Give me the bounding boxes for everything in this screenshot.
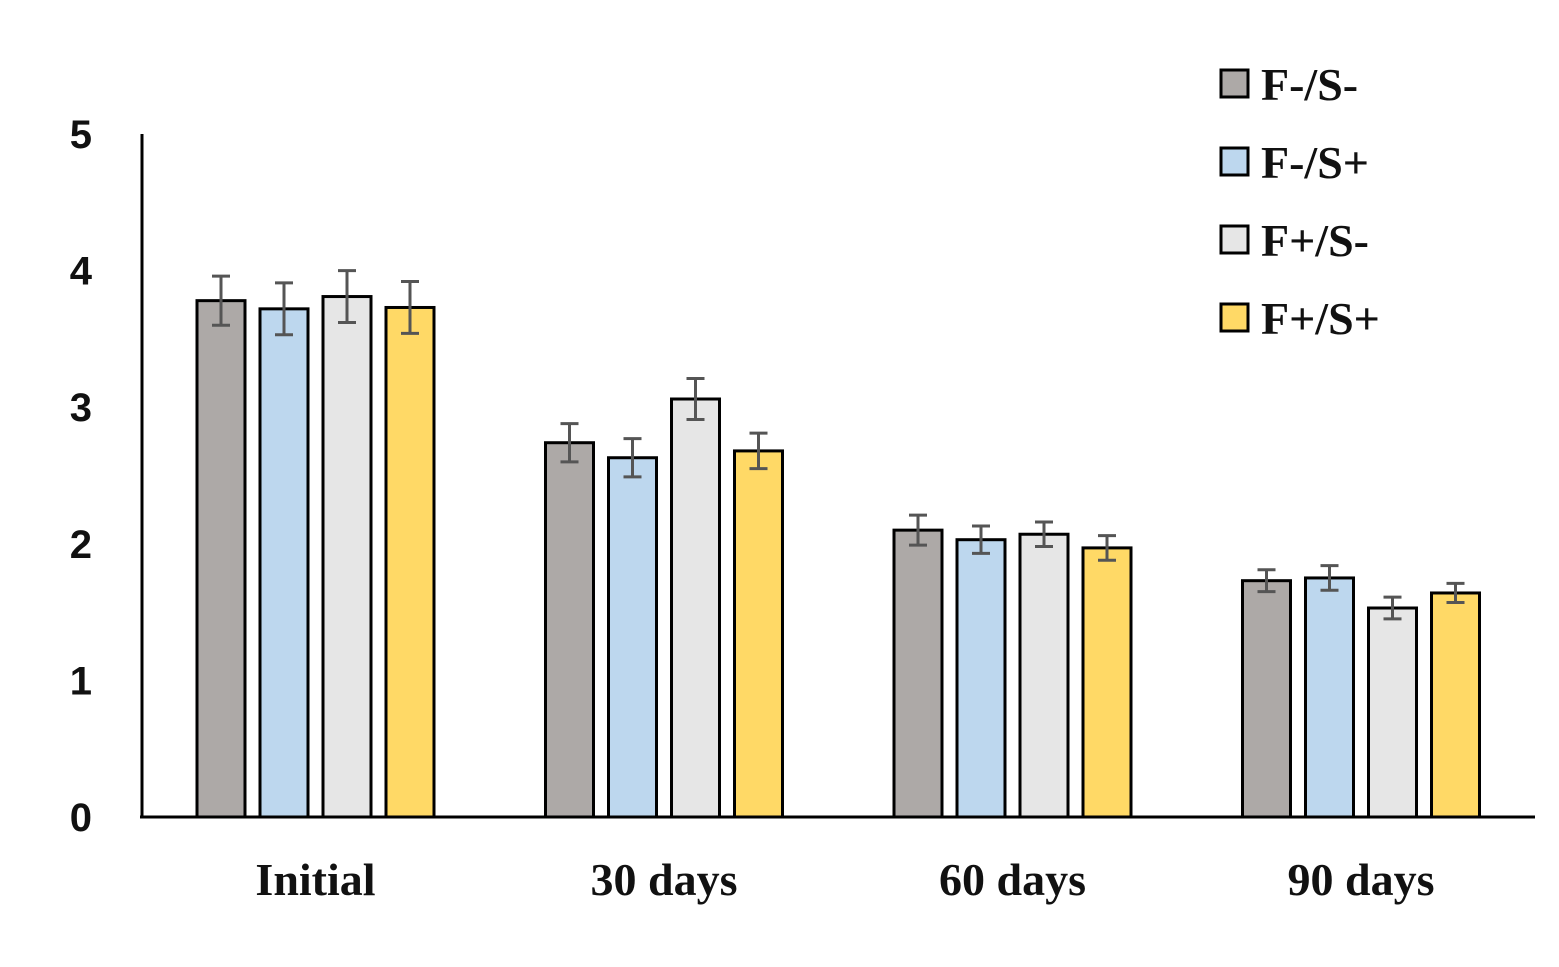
error-bar [212,274,230,327]
bar-fs-0 [321,295,373,819]
error-bar [1035,520,1053,549]
error-bar [972,524,990,555]
y-tick-label: 2 [70,523,92,567]
error-bar [749,431,768,471]
ticks-layer: 0 1 2 3 4 5 Initial 30 days 60 days 90 days [70,113,1435,905]
x-tick-label: 90 days [1288,854,1435,905]
bar-fs-3 [1304,576,1355,819]
legend-label: F-/S- [1261,59,1358,110]
error-bar [1257,568,1276,594]
error-bar [1446,581,1465,605]
bar-fs-2 [1081,546,1133,819]
legend: F-/S- F-/S+ F+/S- F+/S+ [1219,59,1380,344]
bar-fs-0 [258,307,310,819]
legend-swatch [1219,302,1250,333]
error-bar [909,513,927,547]
error-bar [1098,534,1116,562]
legend-item: F-/S+ [1219,137,1369,188]
error-bar [560,422,579,464]
x-tick-label: 30 days [591,854,738,905]
legend-label: F+/S+ [1261,293,1380,344]
bar-fs-1 [607,456,658,819]
y-tick-label: 1 [70,659,92,703]
legend-item: F-/S- [1219,59,1358,110]
legend-swatch [1219,146,1250,177]
bar-fs-2 [1018,532,1070,819]
bar-fs-2 [955,538,1007,819]
error-bar [1320,564,1339,592]
legend-swatch [1219,224,1250,255]
bar-fs-3 [1367,606,1418,819]
legend-swatch [1219,68,1250,99]
error-bar [1383,595,1402,621]
axes-layer [140,134,1535,819]
error-bar [623,437,642,479]
error-bar [275,281,293,337]
error-bar [686,377,705,421]
error-bar [338,269,356,325]
bar-fs-1 [544,441,595,819]
legend-item: F+/S- [1219,215,1369,266]
bars-layer [195,269,1481,819]
x-tick-label: 60 days [939,854,1086,905]
y-tick-label: 0 [70,796,92,840]
error-bar [401,280,419,335]
legend-label: F+/S- [1261,215,1369,266]
legend-item: F+/S+ [1219,293,1380,344]
bar-fs-0 [384,305,436,819]
y-tick-label: 3 [70,386,92,430]
y-tick-label: 4 [70,250,93,294]
bar-fs-1 [733,449,784,819]
x-tick-label: Initial [255,854,375,905]
bar-fs-0 [195,299,247,819]
bar-fs-1 [670,397,721,819]
bar-fs-3 [1241,579,1292,819]
y-tick-label: 5 [70,113,92,157]
bar-fs-2 [892,528,944,819]
legend-label: F-/S+ [1261,137,1369,188]
bar-fs-3 [1430,591,1481,819]
